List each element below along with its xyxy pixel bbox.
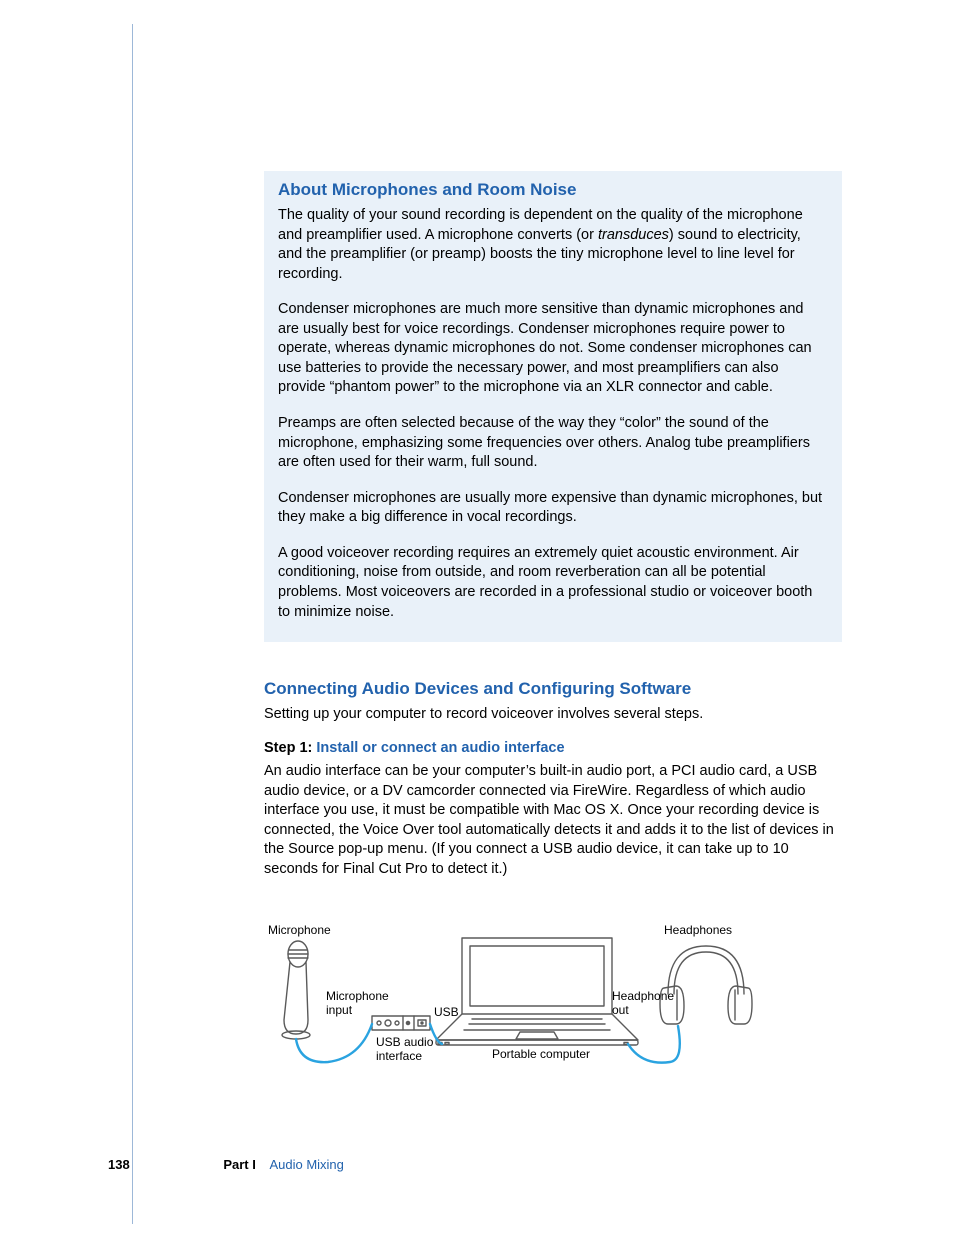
step-heading: Step 1: Install or connect an audio inte… — [264, 739, 842, 759]
footer-part: Part I — [223, 1157, 256, 1172]
aside-microphones: About Microphones and Room Noise The qua… — [264, 171, 842, 642]
aside-p1: The quality of your sound recording is d… — [278, 206, 828, 284]
label-usb: USB — [434, 1006, 459, 1020]
aside-p5: A good voiceover recording requires an e… — [278, 544, 828, 622]
step-title: Install or connect an audio interface — [316, 740, 564, 756]
aside-p2: Condenser microphones are much more sens… — [278, 300, 828, 398]
section-heading: Connecting Audio Devices and Configuring… — [264, 678, 842, 701]
laptop-icon — [436, 938, 638, 1045]
step-number: Step 1: — [264, 740, 316, 756]
connection-diagram: Microphone Headphones Microphoneinput US… — [264, 924, 842, 1094]
label-microphone: Microphone — [268, 924, 331, 938]
cable-mic-usb — [296, 1024, 372, 1062]
label-hp-out: Headphoneout — [612, 990, 674, 1018]
step-body: An audio interface can be your computer’… — [264, 762, 842, 879]
label-headphones: Headphones — [664, 924, 732, 938]
footer-chapter: Audio Mixing — [269, 1157, 343, 1172]
label-mic-input: Microphoneinput — [326, 990, 389, 1018]
aside-p4: Condenser microphones are usually more e… — [278, 489, 828, 528]
page-number: 138 — [108, 1157, 130, 1172]
usb-interface-icon — [372, 1016, 430, 1030]
label-portable-pc: Portable computer — [492, 1048, 590, 1062]
aside-heading: About Microphones and Room Noise — [278, 171, 828, 202]
label-usb-iface: USB audiointerface — [376, 1036, 433, 1064]
aside-p3: Preamps are often selected because of th… — [278, 414, 828, 473]
aside-p1-em: transduces — [598, 227, 669, 243]
vertical-rule — [132, 24, 133, 1224]
main-content: Connecting Audio Devices and Configuring… — [264, 678, 842, 893]
page-footer: 138 Part I Audio Mixing — [108, 1156, 344, 1174]
section-intro: Setting up your computer to record voice… — [264, 705, 842, 725]
microphone-icon — [282, 941, 310, 1039]
